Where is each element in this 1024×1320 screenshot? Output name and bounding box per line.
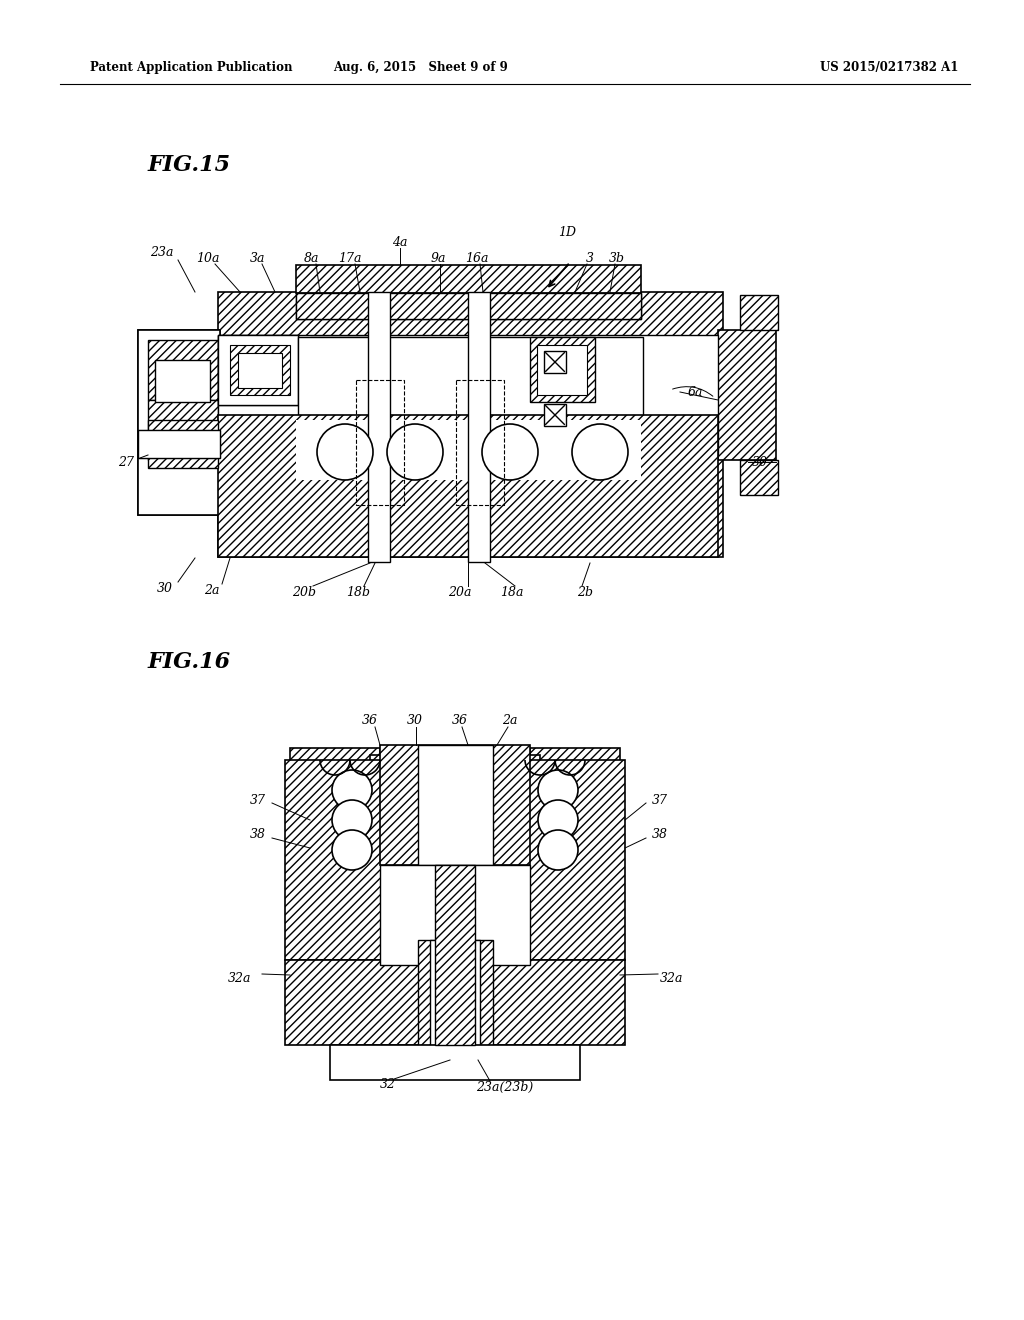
Text: 2a: 2a (204, 583, 220, 597)
Text: 2b: 2b (577, 586, 593, 598)
Bar (718, 330, 776, 459)
Bar (530, 337, 595, 403)
Bar (418, 940, 493, 1045)
Text: 18a: 18a (501, 586, 523, 598)
Text: 18b: 18b (346, 586, 370, 598)
Bar (356, 380, 404, 506)
Text: Patent Application Publication: Patent Application Publication (90, 62, 293, 74)
Bar (218, 414, 718, 557)
Bar (330, 1045, 580, 1080)
Bar (310, 337, 385, 403)
Text: 38: 38 (652, 829, 668, 842)
Bar (238, 352, 282, 388)
Text: US 2015/0217382 A1: US 2015/0217382 A1 (820, 62, 958, 74)
Bar (530, 748, 620, 958)
Text: 32: 32 (380, 1078, 396, 1092)
Circle shape (538, 800, 578, 840)
Text: 9a: 9a (430, 252, 445, 264)
Circle shape (387, 424, 443, 480)
Text: 3a: 3a (250, 252, 266, 264)
Text: 32a: 32a (660, 972, 684, 985)
Circle shape (572, 424, 628, 480)
Text: 37: 37 (250, 793, 266, 807)
Bar (296, 420, 641, 480)
Bar (148, 341, 218, 400)
Bar (318, 345, 378, 393)
Bar (537, 345, 587, 395)
Bar (430, 940, 480, 1045)
Text: FIG.15: FIG.15 (148, 154, 231, 176)
Text: 17a: 17a (338, 252, 361, 264)
Bar (380, 865, 530, 965)
Bar (218, 292, 723, 557)
Bar (468, 292, 490, 562)
Bar (418, 755, 490, 825)
Text: Aug. 6, 2015   Sheet 9 of 9: Aug. 6, 2015 Sheet 9 of 9 (333, 62, 507, 74)
Text: 2a: 2a (502, 714, 518, 726)
Bar (155, 360, 210, 403)
Text: 37: 37 (652, 793, 668, 807)
Bar (296, 293, 641, 319)
Bar (138, 430, 220, 458)
Bar (445, 960, 625, 1045)
Text: 8a: 8a (304, 252, 319, 264)
Bar (296, 265, 641, 293)
Text: 32a: 32a (228, 972, 252, 985)
Text: 30: 30 (752, 455, 768, 469)
Text: 36: 36 (452, 714, 468, 726)
Bar (218, 335, 718, 455)
Bar (435, 865, 475, 1045)
Bar (138, 330, 220, 515)
Bar (218, 335, 298, 405)
Bar (285, 760, 385, 960)
Bar (456, 380, 504, 506)
Text: 38: 38 (250, 829, 266, 842)
Bar (138, 330, 220, 515)
Bar (290, 748, 380, 958)
Bar (544, 404, 566, 426)
Text: 23a​(23b): 23a​(23b) (476, 1081, 534, 1093)
Circle shape (332, 770, 372, 810)
Circle shape (332, 830, 372, 870)
Text: 23a: 23a (151, 247, 174, 260)
Bar (370, 755, 445, 825)
Bar (285, 960, 465, 1045)
Circle shape (317, 424, 373, 480)
Bar (148, 420, 218, 469)
Text: FIG.16: FIG.16 (148, 651, 231, 673)
Text: 3b: 3b (609, 252, 625, 264)
Bar (525, 760, 625, 960)
Bar (465, 755, 540, 825)
Bar (138, 430, 220, 458)
Text: 16a: 16a (465, 252, 488, 264)
Bar (296, 293, 641, 319)
Bar (148, 400, 218, 459)
Bar (218, 335, 298, 405)
Bar (368, 292, 390, 562)
Bar (740, 459, 778, 495)
Text: 20a: 20a (449, 586, 472, 598)
Bar (298, 337, 643, 455)
Bar (740, 294, 778, 330)
Text: 30: 30 (407, 714, 423, 726)
Text: 6a: 6a (687, 385, 702, 399)
Bar (380, 744, 530, 865)
Text: 20b: 20b (292, 586, 316, 598)
Circle shape (538, 830, 578, 870)
Bar (230, 345, 290, 395)
Text: 10a: 10a (197, 252, 220, 264)
Text: 3: 3 (586, 252, 594, 264)
Text: 1D: 1D (558, 226, 575, 239)
Bar (418, 744, 493, 865)
Circle shape (482, 424, 538, 480)
Text: 4a: 4a (392, 235, 408, 248)
Text: 36: 36 (362, 714, 378, 726)
Bar (544, 351, 566, 374)
Circle shape (332, 800, 372, 840)
Text: 27: 27 (118, 455, 134, 469)
Circle shape (538, 770, 578, 810)
Text: 30: 30 (157, 582, 173, 594)
